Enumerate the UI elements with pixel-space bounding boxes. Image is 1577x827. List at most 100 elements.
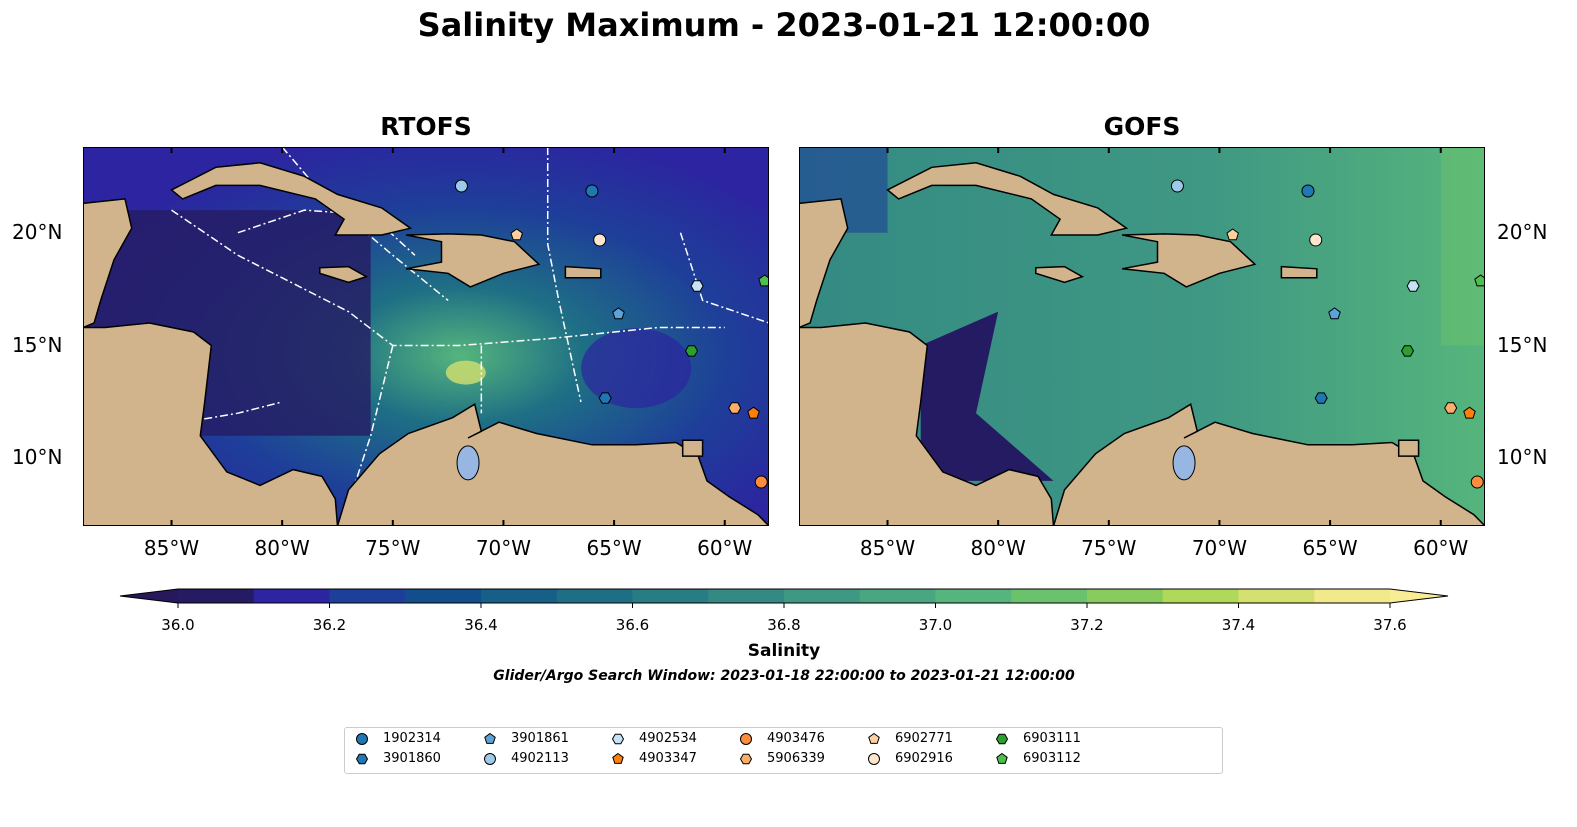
pentagon-marker-icon (996, 752, 1008, 764)
colorbar-tick-label: 36.8 (767, 616, 801, 634)
colorbar-segment (935, 589, 1012, 603)
colorbar-segment (1162, 589, 1239, 603)
colorbar-under-extension (120, 589, 178, 603)
legend-item-6902771: 6902771 (867, 731, 953, 746)
float-4902113[interactable] (454, 179, 468, 193)
lake-maracaibo (456, 445, 480, 481)
lat-tick-label: 10°N (12, 445, 63, 470)
float-4902534[interactable] (1406, 280, 1420, 292)
colorbar-segment (1087, 589, 1164, 603)
lat-tick-label: 20°N (12, 219, 63, 244)
float-4902113[interactable] (1170, 179, 1184, 193)
float-4903476[interactable] (1470, 475, 1484, 489)
lon-tick-label: 85°W (143, 536, 200, 560)
legend-label: 4902113 (511, 751, 569, 766)
lon-tick-label: 60°W (1413, 536, 1469, 560)
float-3901860[interactable] (598, 392, 612, 404)
legend-item-5906339: 5906339 (739, 751, 825, 766)
land-cuba (886, 162, 1129, 236)
land-hispaniola (405, 233, 541, 288)
colorbar-segment (1314, 589, 1391, 603)
legend-label: 6903111 (1023, 731, 1081, 746)
legend-item-6903111: 6903111 (995, 731, 1081, 746)
float-legend: 1902314 3901860 3901861 4902113 4902534 49033… (344, 727, 1223, 774)
map-panel-rtofs (83, 147, 769, 526)
lon-tick-label: 80°W (254, 536, 310, 560)
eez-boundary (679, 232, 769, 324)
colorbar-segment (481, 589, 558, 603)
legend-item-3901860: 3901860 (355, 751, 441, 766)
float-6903112[interactable] (758, 274, 769, 287)
land-puerto-rico (564, 265, 602, 279)
legend-label: 4902534 (639, 731, 697, 746)
land-trinidad (681, 439, 704, 457)
float-6902771[interactable] (510, 228, 523, 241)
float-5906339[interactable] (728, 402, 742, 414)
legend-item-3901861: 3901861 (483, 731, 569, 746)
colorbar-segment (1011, 589, 1088, 603)
colorbar-tick-label: 37.6 (1373, 616, 1407, 634)
colorbar-segment (708, 589, 785, 603)
lon-tick-label: 85°W (859, 536, 916, 560)
legend-label: 1902314 (383, 731, 441, 746)
lon-tick-label: 70°W (1191, 536, 1248, 560)
float-6903112[interactable] (1474, 274, 1485, 287)
legend-item-6903112: 6903112 (995, 751, 1081, 766)
float-4903347[interactable] (1463, 406, 1476, 419)
float-3901861[interactable] (1328, 307, 1341, 320)
hexagon-marker-icon (739, 753, 753, 764)
panel-title-gofs: GOFS (1103, 112, 1181, 141)
legend-label: 6903112 (1023, 751, 1081, 766)
land-south-america (1052, 403, 1485, 526)
lat-tick-label: 10°N (1497, 445, 1548, 470)
eez-boundary (546, 147, 582, 403)
colorbar-segment (178, 589, 255, 603)
colorbar-tick-label: 37.2 (1070, 616, 1104, 634)
circle-marker-icon (484, 752, 496, 765)
legend-label: 3901861 (511, 731, 569, 746)
pentagon-marker-icon (612, 752, 624, 764)
lat-tick-label: 15°N (1497, 332, 1548, 357)
colorbar-tick-label: 36.6 (615, 616, 650, 634)
float-6902916[interactable] (593, 233, 607, 247)
float-1902314[interactable] (585, 184, 599, 198)
legend-label: 4903347 (639, 751, 697, 766)
land-yucatan (799, 198, 849, 329)
map-panel-gofs (799, 147, 1485, 526)
float-6903111[interactable] (684, 345, 699, 357)
float-6902916[interactable] (1309, 233, 1323, 247)
colorbar-tick-label: 36.0 (161, 616, 195, 634)
legend-item-4902113: 4902113 (483, 751, 569, 766)
figure-title: Salinity Maximum - 2023-01-21 12:00:00 (417, 6, 1151, 44)
lake-maracaibo (1172, 445, 1196, 481)
eez-boundary (83, 401, 283, 460)
float-6903111[interactable] (1400, 345, 1415, 357)
pentagon-marker-icon (484, 732, 496, 744)
hexagon-marker-icon (355, 753, 369, 764)
float-1902314[interactable] (1301, 184, 1315, 198)
float-3901861[interactable] (612, 307, 625, 320)
colorbar-tick-label: 36.2 (312, 616, 347, 634)
land-central-america (83, 322, 339, 526)
lat-tick-label: 15°N (12, 332, 63, 357)
colorbar-segment (632, 589, 709, 603)
circle-marker-icon (740, 732, 752, 745)
land-jamaica (319, 265, 369, 284)
float-4903476[interactable] (754, 475, 768, 489)
float-4903347[interactable] (747, 406, 760, 419)
land-trinidad (1397, 439, 1420, 457)
float-4902534[interactable] (690, 280, 704, 292)
land-cuba (170, 162, 413, 236)
legend-label: 3901860 (383, 751, 441, 766)
float-6902771[interactable] (1226, 228, 1239, 241)
colorbar-segment (253, 589, 330, 603)
legend-label: 5906339 (767, 751, 825, 766)
colorbar-segment (784, 589, 861, 603)
lon-tick-label: 80°W (970, 536, 1026, 560)
float-3901860[interactable] (1314, 392, 1328, 404)
legend-label: 6902916 (895, 751, 953, 766)
lat-tick-label: 20°N (1497, 219, 1548, 244)
float-5906339[interactable] (1444, 402, 1458, 414)
hexagon-marker-icon (611, 733, 625, 744)
lon-tick-label: 65°W (586, 536, 642, 560)
